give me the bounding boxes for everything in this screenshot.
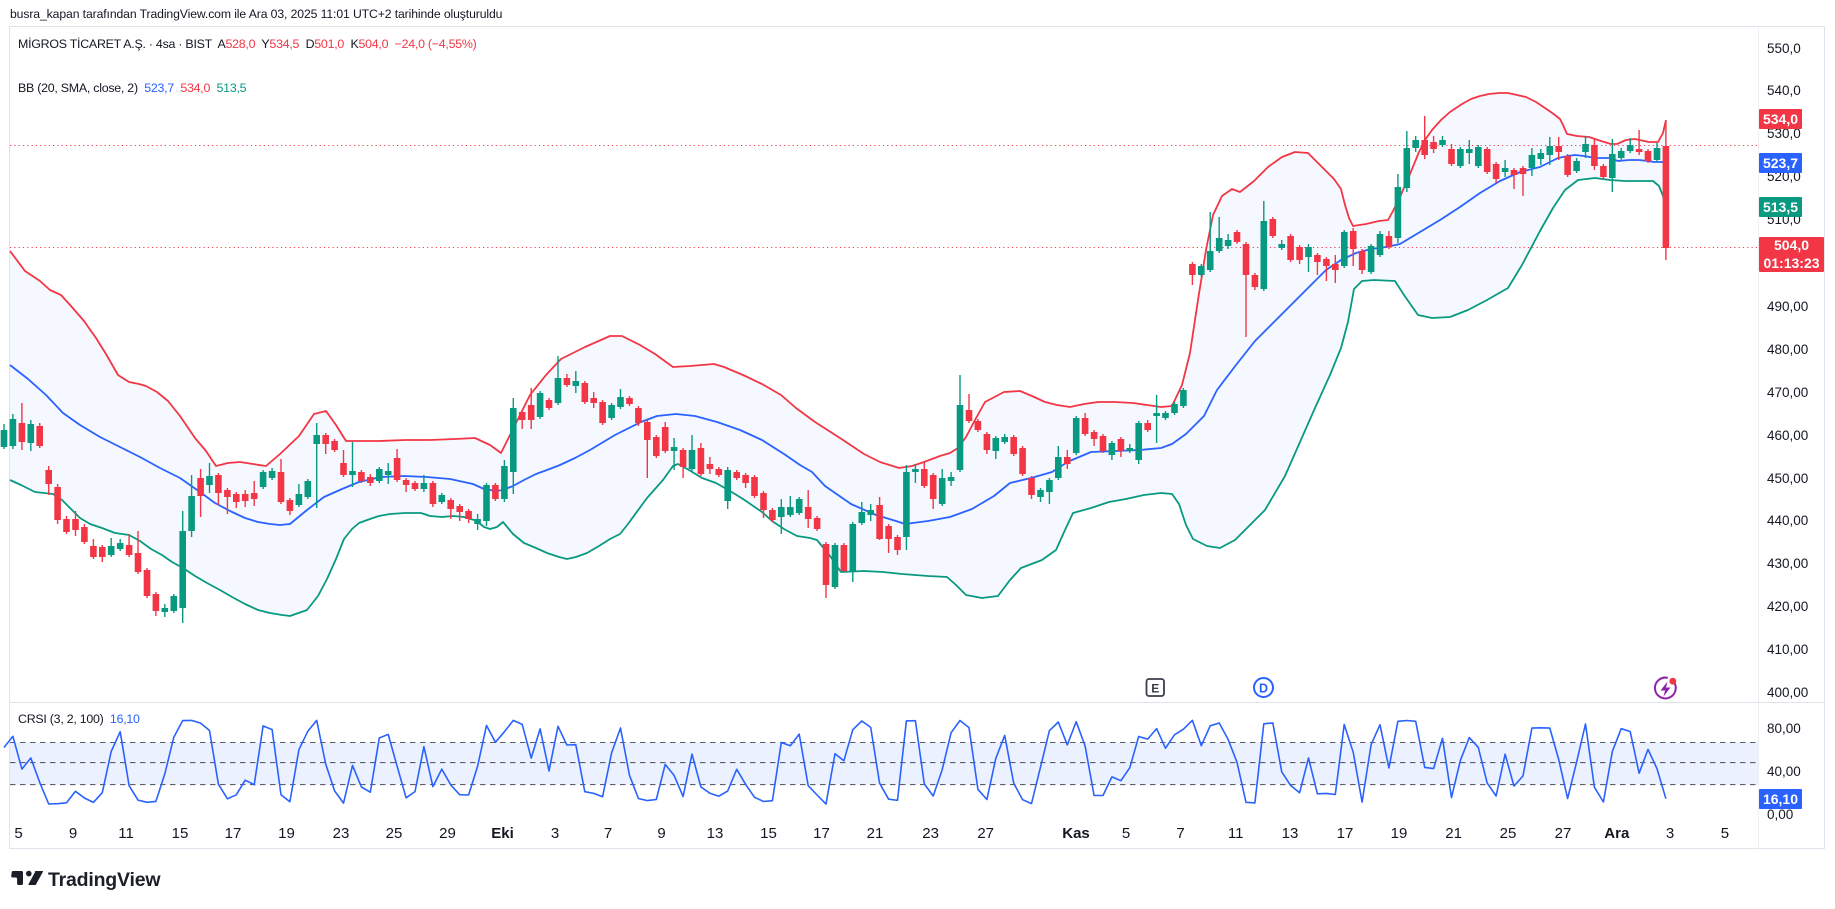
svg-text:D: D bbox=[1259, 682, 1268, 696]
svg-text:E: E bbox=[1151, 682, 1159, 696]
